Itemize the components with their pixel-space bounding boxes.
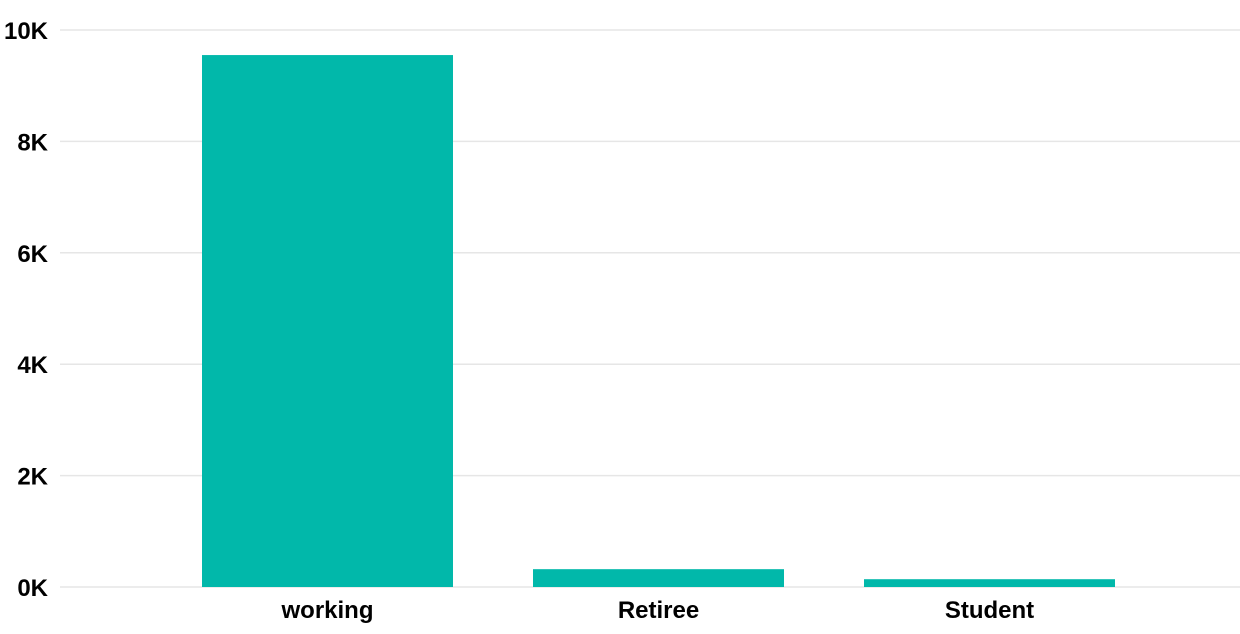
x-tick-label: Student (945, 597, 1034, 624)
y-tick-label: 10K (4, 18, 49, 45)
y-tick-label: 6K (17, 241, 48, 268)
bar-working[interactable] (202, 55, 453, 587)
y-tick-label: 0K (17, 575, 48, 602)
bar-student[interactable] (864, 579, 1115, 587)
x-tick-label: working (280, 597, 373, 624)
x-tick-label: Retiree (618, 597, 699, 624)
y-tick-label: 8K (17, 129, 48, 156)
y-tick-label: 4K (17, 352, 48, 379)
bar-retiree[interactable] (533, 569, 784, 587)
x-axis: working Retiree Student (280, 597, 1034, 624)
bars (202, 55, 1115, 587)
y-tick-label: 2K (17, 464, 48, 491)
y-axis: 0K 2K 4K 6K 8K 10K (4, 18, 49, 602)
